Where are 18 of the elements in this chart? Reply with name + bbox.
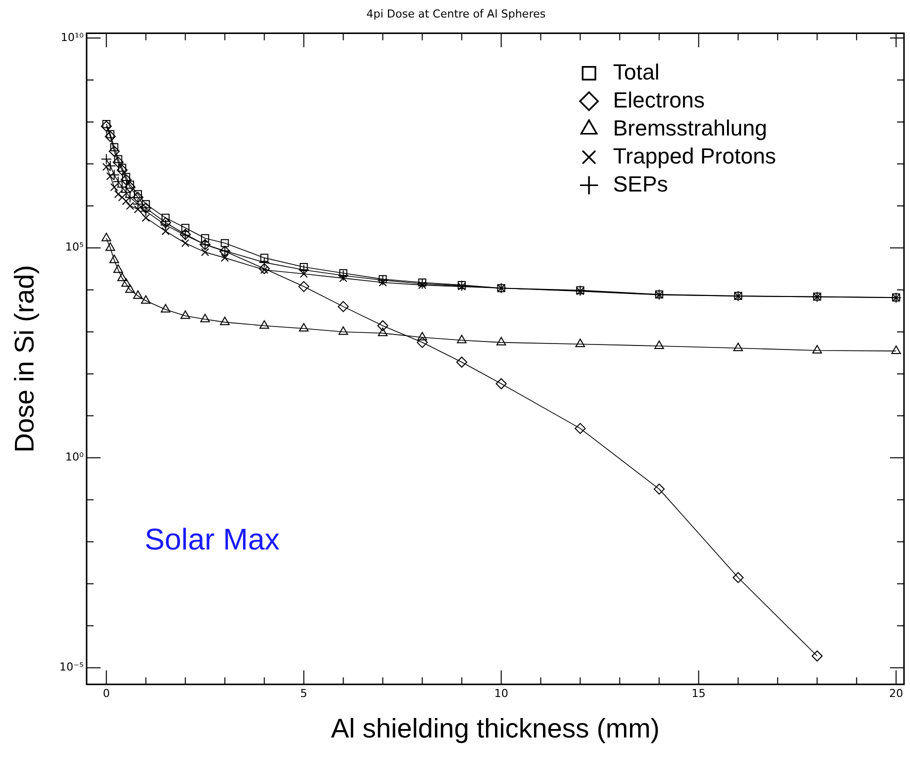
chart-title: 4pi Dose at Centre of Al Spheres [366, 7, 546, 20]
x-axis-title: Al shielding thickness (mm) [331, 713, 660, 744]
x-tick-label: 20 [889, 686, 904, 700]
legend-label: Electrons [613, 87, 705, 112]
legend-label: Trapped Protons [613, 143, 776, 168]
y-tick-label: 10⁰ [65, 450, 84, 464]
legend-label: Total [613, 59, 660, 84]
y-axis-title: Dose in Si (rad) [10, 265, 40, 453]
legend-label: SEPs [613, 171, 668, 196]
legend-label: Bremsstrahlung [613, 115, 768, 140]
x-tick-label: 10 [494, 686, 508, 700]
y-tick-label: 10¹⁰ [60, 30, 84, 44]
x-tick-label: 15 [692, 686, 706, 700]
y-tick-label: 10⁵ [65, 240, 84, 254]
x-tick-label: 5 [300, 686, 308, 700]
y-tick-label: 10⁻⁵ [59, 660, 84, 674]
annotation: Solar Max [144, 523, 280, 556]
x-tick-label: 0 [102, 686, 110, 700]
